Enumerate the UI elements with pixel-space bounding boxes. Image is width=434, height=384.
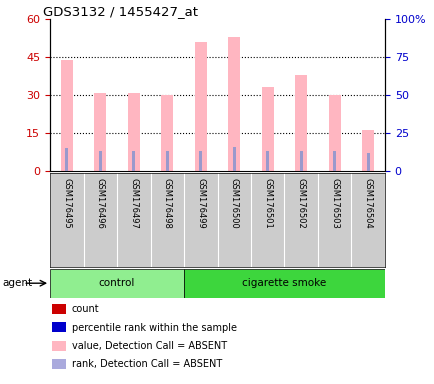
- Bar: [232, 147, 235, 171]
- Bar: [161, 95, 173, 171]
- Text: GSM176504: GSM176504: [363, 177, 372, 228]
- Bar: [50, 269, 184, 298]
- Bar: [362, 131, 373, 171]
- Bar: [99, 151, 102, 171]
- Text: GSM176499: GSM176499: [196, 177, 205, 228]
- Text: GSM176500: GSM176500: [229, 177, 238, 228]
- Bar: [194, 42, 206, 171]
- Bar: [132, 151, 135, 171]
- Text: GSM176503: GSM176503: [329, 177, 339, 228]
- Text: GSM176496: GSM176496: [95, 177, 105, 228]
- Text: control: control: [99, 278, 135, 288]
- Bar: [261, 88, 273, 171]
- Bar: [332, 151, 335, 171]
- Bar: [228, 37, 240, 171]
- Text: rank, Detection Call = ABSENT: rank, Detection Call = ABSENT: [72, 359, 221, 369]
- Text: GSM176502: GSM176502: [296, 177, 305, 228]
- Text: agent: agent: [2, 278, 32, 288]
- Bar: [165, 151, 168, 171]
- Bar: [94, 93, 106, 171]
- Bar: [128, 93, 139, 171]
- Bar: [184, 269, 384, 298]
- Bar: [328, 95, 340, 171]
- Text: cigarette smoke: cigarette smoke: [242, 278, 326, 288]
- Text: GSM176501: GSM176501: [263, 177, 272, 228]
- Bar: [295, 75, 306, 171]
- Bar: [299, 151, 302, 171]
- Text: percentile rank within the sample: percentile rank within the sample: [72, 323, 236, 333]
- Bar: [65, 148, 68, 171]
- Bar: [61, 60, 72, 171]
- Bar: [366, 153, 369, 171]
- Bar: [266, 151, 269, 171]
- Bar: [199, 151, 202, 171]
- Text: value, Detection Call = ABSENT: value, Detection Call = ABSENT: [72, 341, 227, 351]
- Text: GSM176498: GSM176498: [162, 177, 171, 228]
- Text: GSM176495: GSM176495: [62, 177, 71, 228]
- Text: count: count: [72, 304, 99, 314]
- Text: GSM176497: GSM176497: [129, 177, 138, 228]
- Text: GDS3132 / 1455427_at: GDS3132 / 1455427_at: [43, 5, 198, 18]
